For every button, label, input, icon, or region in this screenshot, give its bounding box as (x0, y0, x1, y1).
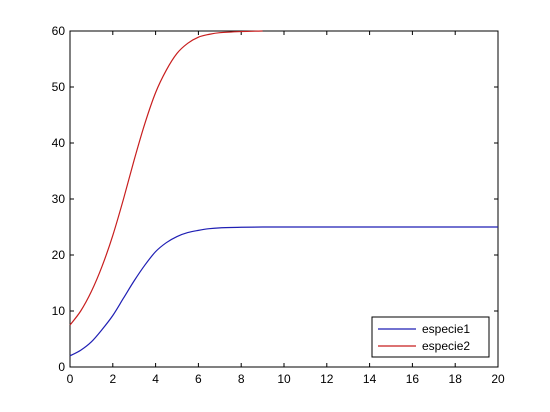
x-tick-label: 16 (406, 372, 420, 386)
x-axis: 0 2 4 6 8 10 12 14 16 18 20 (67, 31, 505, 386)
y-tick-label: 20 (52, 248, 66, 262)
y-tick-label: 10 (52, 304, 66, 318)
series-line-especie1 (69, 226, 498, 357)
y-tick-label: 0 (58, 360, 65, 374)
y-tick-label: 40 (52, 136, 66, 150)
x-tick-label: 6 (195, 372, 202, 386)
x-tick-label: 20 (491, 372, 505, 386)
x-tick-label: 0 (67, 372, 74, 386)
y-tick-label: 30 (52, 192, 66, 206)
x-tick-label: 18 (449, 372, 463, 386)
legend: especie1 especie2 (371, 316, 490, 358)
legend-box (371, 316, 490, 358)
series-line-especie2 (69, 30, 263, 326)
x-tick-label: 2 (109, 372, 116, 386)
y-tick-label: 50 (52, 80, 66, 94)
x-tick-label: 4 (152, 372, 159, 386)
y-tick-label: 60 (52, 24, 66, 38)
legend-label: especie1 (422, 322, 470, 336)
y-axis: 0 10 20 30 40 50 60 (52, 24, 498, 374)
plot-area (69, 30, 499, 368)
x-tick-label: 14 (363, 372, 377, 386)
x-tick-label: 10 (277, 372, 291, 386)
x-tick-label: 8 (238, 372, 245, 386)
legend-label: especie2 (422, 339, 470, 353)
x-tick-label: 12 (320, 372, 334, 386)
series-layer (69, 30, 498, 357)
